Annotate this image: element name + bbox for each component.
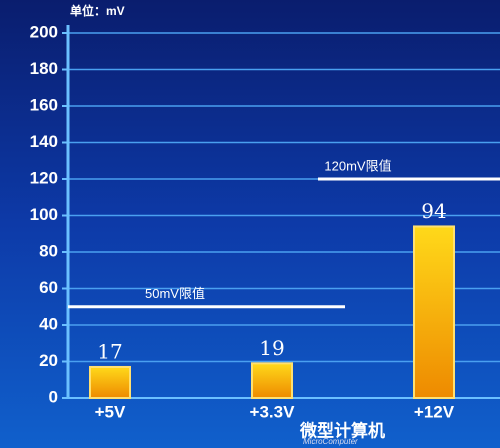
x-tick-label: +12V — [414, 402, 455, 421]
y-tick-label: 180 — [30, 59, 58, 78]
y-tick-label: 200 — [30, 22, 58, 41]
bar — [413, 225, 455, 399]
y-tick-label: 0 — [49, 387, 58, 406]
x-tick-label: +3.3V — [250, 402, 296, 421]
y-tick-label: 20 — [39, 351, 58, 370]
reference-label: 120mV限值 — [324, 158, 391, 173]
watermark: 微型计算机 — [299, 421, 385, 442]
y-tick-label: 120 — [30, 168, 58, 187]
watermark: MicroComputer — [303, 437, 358, 446]
data-label: 19 — [259, 336, 284, 360]
y-tick-label: 40 — [39, 314, 58, 333]
y-tick-label: 80 — [39, 241, 58, 260]
bar — [89, 365, 131, 400]
y-tick-label: 160 — [30, 95, 58, 114]
y-tick-label: 100 — [30, 205, 58, 224]
y-tick-label: 60 — [39, 278, 58, 297]
x-tick-label: +5V — [95, 402, 126, 421]
unit-label: 单位：mV — [70, 3, 125, 18]
y-tick-label: 140 — [30, 132, 58, 151]
data-label: 94 — [421, 199, 446, 223]
bar — [251, 362, 293, 400]
reference-label: 50mV限值 — [145, 286, 205, 301]
data-label: 17 — [97, 339, 122, 363]
